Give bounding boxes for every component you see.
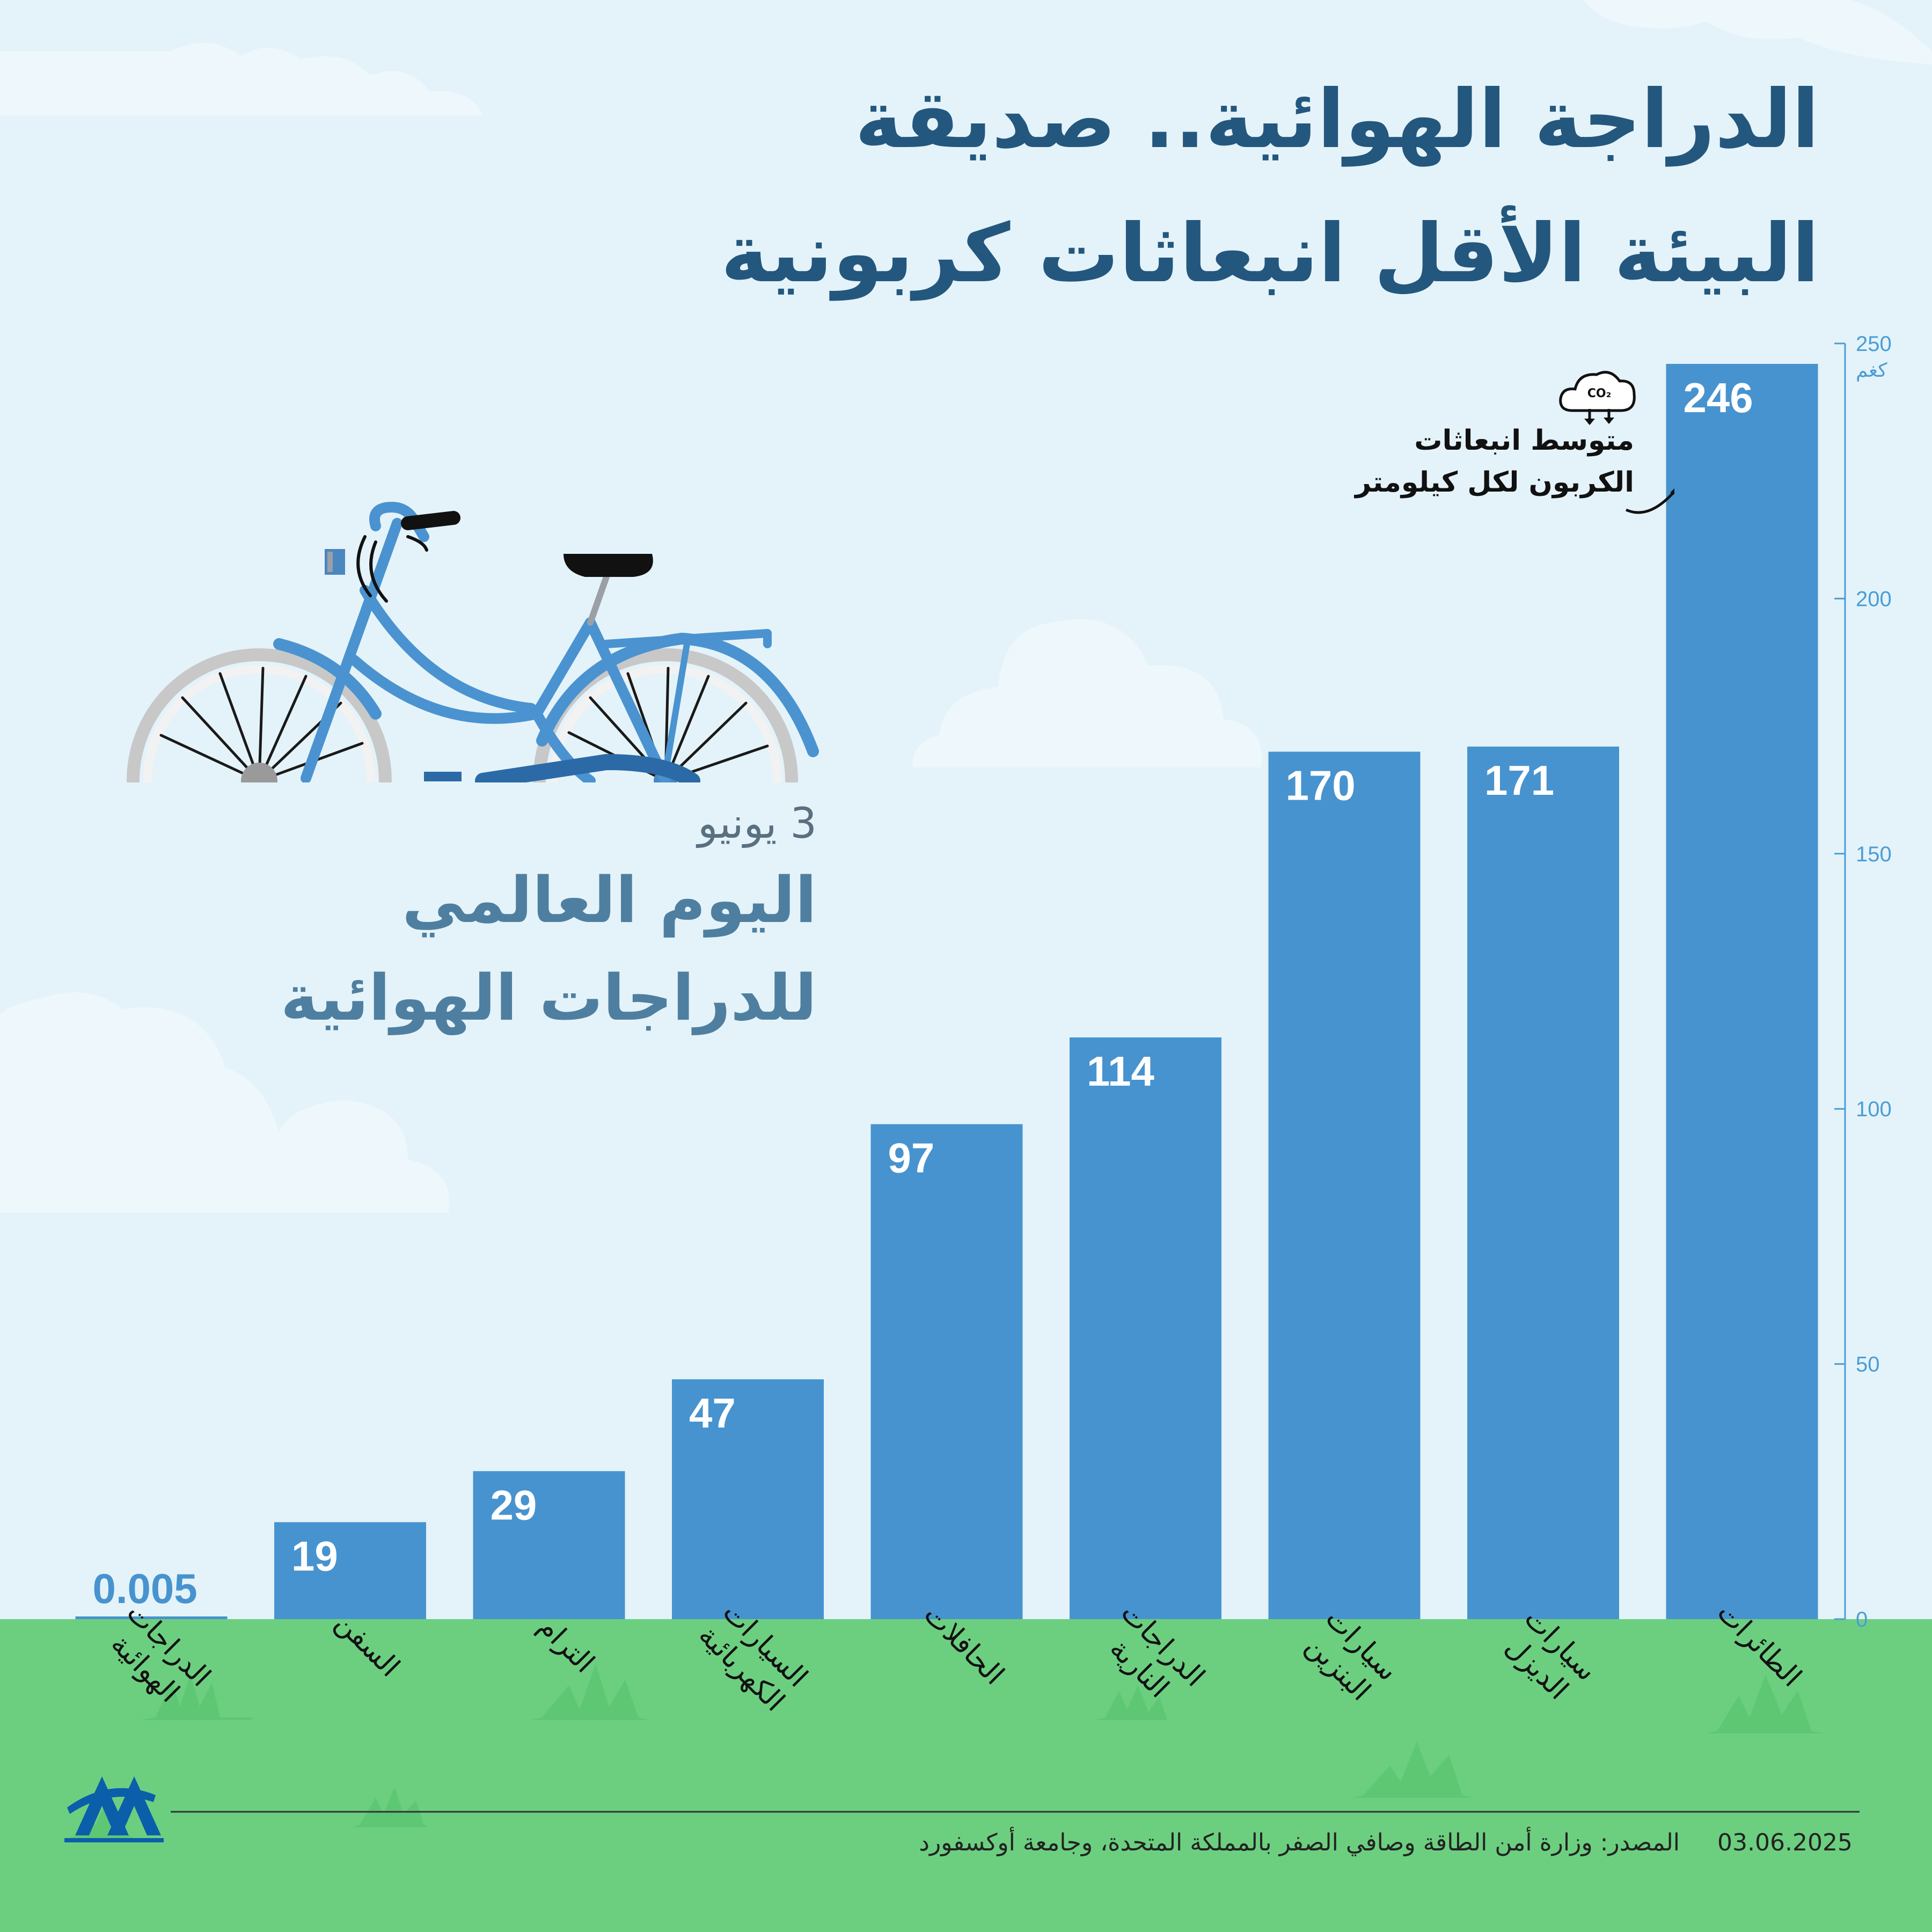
ground: [0, 1619, 1932, 1932]
chainguard: [475, 754, 700, 789]
frame: [301, 518, 671, 786]
cloud-middle: [912, 619, 1262, 767]
bar: [75, 1616, 228, 1619]
front-wheel-rim: [550, 665, 781, 785]
source-text: المصدر: وزارة أمن الطاقة وصافي الصفر بال…: [919, 1829, 1680, 1856]
bar-value-label: 47: [689, 1389, 736, 1437]
rear-fender: [273, 638, 382, 720]
grass-tuft: [140, 1674, 252, 1720]
chart-annotation: متوسط انبعاثات الكربون لكل كيلومتر: [1258, 420, 1634, 503]
y-tick-label: 250: [1856, 332, 1892, 356]
page-title-line-2: البيئة الأقل انبعاثات كربونية: [720, 207, 1819, 301]
aa-logo: [64, 1776, 164, 1842]
bar-value-label: 97: [888, 1135, 935, 1182]
annotation-line-2: الكربون لكل كيلومتر: [1355, 466, 1634, 499]
bar: [473, 1471, 625, 1619]
y-axis-unit: كغم: [1856, 360, 1887, 382]
rear-rack: [602, 629, 772, 648]
y-tick-label: 150: [1856, 843, 1892, 866]
annotation-graphics: CO₂: [1559, 371, 1674, 514]
y-tick-label: 0: [1856, 1608, 1868, 1631]
y-tick-label: 100: [1856, 1097, 1892, 1121]
rear-wheel-tire: [127, 648, 392, 787]
publish-date: 03.06.2025: [1717, 1829, 1853, 1856]
grass-tuft: [1707, 1674, 1825, 1733]
bar: [870, 1124, 1023, 1619]
x-tick-label: الترام: [532, 1611, 601, 1679]
annotation-arrow: [1625, 489, 1674, 514]
bar-value-label: 0.005: [93, 1565, 197, 1612]
bicycle-illustration: [127, 502, 819, 799]
bar-value-label: 114: [1087, 1048, 1154, 1095]
annotation-line-1: متوسط انبعاثات: [1414, 425, 1634, 457]
bar: [274, 1522, 426, 1619]
bar: [1070, 1037, 1221, 1619]
bar-value-label: 170: [1286, 762, 1356, 809]
co2-label: CO₂: [1587, 387, 1611, 400]
cloud-top-right: [1583, 0, 1932, 64]
y-tick-label: 50: [1856, 1353, 1880, 1377]
cloud-left: [0, 992, 450, 1213]
bar: [1666, 364, 1818, 1619]
bar: [1268, 751, 1421, 1619]
bar-value-label: 171: [1484, 757, 1554, 804]
y-tick-label: 200: [1856, 587, 1892, 611]
bar: [1467, 747, 1619, 1619]
x-tick-label-line: الترام: [532, 1611, 601, 1679]
bar-value-label: 29: [491, 1481, 537, 1528]
seat: [564, 554, 653, 577]
page-title-line-1: الدراجة الهوائية.. صديقة: [854, 73, 1819, 166]
bar-value-label: 246: [1684, 374, 1753, 421]
co2-cloud-icon: [1559, 371, 1636, 425]
event-title-line-1: اليوم العالمي: [402, 863, 817, 937]
event-date: 3 يونيو: [698, 800, 817, 848]
grass-tuft: [531, 1664, 649, 1720]
bar-value-label: 19: [291, 1532, 338, 1579]
bar: [672, 1379, 824, 1619]
grass-tuft: [352, 1787, 429, 1827]
cloud-top-left: [0, 42, 483, 115]
grass-tuft: [1095, 1685, 1167, 1720]
grass-tuft: [1352, 1741, 1473, 1798]
event-title-line-2: للدراجات الهوائية: [280, 961, 817, 1035]
rear-wheel-rim: [143, 665, 375, 785]
